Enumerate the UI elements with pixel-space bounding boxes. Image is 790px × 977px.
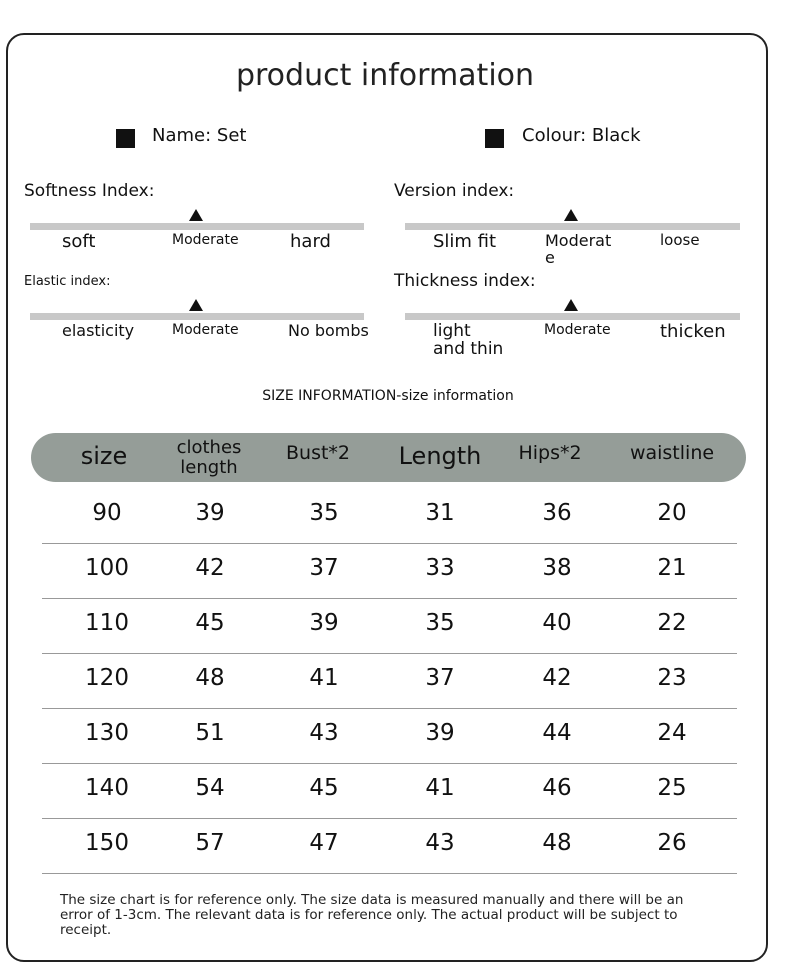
table-cell: 57 bbox=[195, 830, 225, 856]
table-cell: 54 bbox=[195, 775, 225, 801]
table-cell: 51 bbox=[195, 720, 225, 746]
table-cell: 37 bbox=[425, 665, 455, 691]
level-marker-icon bbox=[564, 299, 578, 311]
table-cell: 47 bbox=[309, 830, 339, 856]
table-cell: 130 bbox=[85, 720, 129, 746]
product-colour: Colour: Black bbox=[522, 125, 641, 146]
index-left-label: soft bbox=[62, 231, 96, 252]
level-marker-icon bbox=[189, 209, 203, 221]
table-cell: 23 bbox=[657, 665, 687, 691]
row-divider bbox=[42, 653, 737, 654]
table-cell: 39 bbox=[309, 610, 339, 636]
column-header: Bust*2 bbox=[285, 442, 351, 464]
table-cell: 42 bbox=[542, 665, 572, 691]
table-cell: 120 bbox=[85, 665, 129, 691]
table-cell: 26 bbox=[657, 830, 687, 856]
table-cell: 44 bbox=[542, 720, 572, 746]
product-name: Name: Set bbox=[152, 125, 247, 146]
table-cell: 35 bbox=[309, 500, 339, 526]
row-divider bbox=[42, 873, 737, 874]
footnote: The size chart is for reference only. Th… bbox=[60, 892, 684, 938]
index-mid-label: Moderate bbox=[172, 232, 239, 248]
table-cell: 35 bbox=[425, 610, 455, 636]
level-marker-icon bbox=[189, 299, 203, 311]
table-cell: 90 bbox=[92, 500, 122, 526]
square-bullet-icon bbox=[485, 129, 504, 148]
index-left-label: elasticity bbox=[62, 321, 135, 340]
column-header: clothes length bbox=[176, 437, 242, 478]
index-right-label: loose bbox=[660, 231, 700, 249]
table-cell: 42 bbox=[195, 555, 225, 581]
table-cell: 100 bbox=[85, 555, 129, 581]
table-cell: 140 bbox=[85, 775, 129, 801]
index-mid-label: Moderate bbox=[544, 322, 611, 338]
table-cell: 48 bbox=[542, 830, 572, 856]
row-divider bbox=[42, 543, 737, 544]
index-mid-label: Moderat e bbox=[545, 231, 612, 267]
table-cell: 41 bbox=[425, 775, 455, 801]
row-divider bbox=[42, 708, 737, 709]
table-cell: 20 bbox=[657, 500, 687, 526]
table-cell: 110 bbox=[85, 610, 129, 636]
index-mid-label: Moderate bbox=[172, 322, 239, 338]
level-marker-icon bbox=[564, 209, 578, 221]
column-header: waistline bbox=[629, 442, 715, 464]
square-bullet-icon bbox=[116, 129, 135, 148]
column-header: Hips*2 bbox=[518, 442, 582, 464]
table-header bbox=[31, 433, 746, 482]
row-divider bbox=[42, 818, 737, 819]
index-scale-bar bbox=[30, 223, 364, 230]
table-cell: 40 bbox=[542, 610, 572, 636]
table-cell: 43 bbox=[425, 830, 455, 856]
index-right-label: hard bbox=[290, 231, 331, 252]
table-cell: 46 bbox=[542, 775, 572, 801]
page-title: product information bbox=[235, 58, 535, 93]
index-scale-bar bbox=[30, 313, 364, 320]
table-cell: 150 bbox=[85, 830, 129, 856]
table-cell: 45 bbox=[195, 610, 225, 636]
table-cell: 39 bbox=[425, 720, 455, 746]
table-cell: 38 bbox=[542, 555, 572, 581]
column-header: size bbox=[80, 442, 128, 470]
table-cell: 37 bbox=[309, 555, 339, 581]
table-cell: 39 bbox=[195, 500, 225, 526]
size-info-title: SIZE INFORMATION-size information bbox=[262, 388, 514, 404]
card-frame bbox=[6, 33, 768, 962]
index-label: Version index: bbox=[394, 181, 515, 201]
column-header: Length bbox=[398, 442, 482, 470]
index-right-label: thicken bbox=[660, 321, 726, 342]
table-cell: 48 bbox=[195, 665, 225, 691]
index-label: Thickness index: bbox=[394, 271, 536, 291]
table-cell: 43 bbox=[309, 720, 339, 746]
index-left-label: Slim fit bbox=[433, 231, 497, 252]
table-cell: 33 bbox=[425, 555, 455, 581]
row-divider bbox=[42, 598, 737, 599]
index-right-label: No bombs bbox=[288, 321, 369, 340]
table-cell: 45 bbox=[309, 775, 339, 801]
table-cell: 25 bbox=[657, 775, 687, 801]
table-cell: 24 bbox=[657, 720, 687, 746]
index-label: Softness Index: bbox=[24, 181, 155, 201]
index-scale-bar bbox=[405, 313, 740, 320]
index-left-label: light and thin bbox=[433, 321, 504, 359]
table-cell: 21 bbox=[657, 555, 687, 581]
row-divider bbox=[42, 763, 737, 764]
table-cell: 41 bbox=[309, 665, 339, 691]
index-scale-bar bbox=[405, 223, 740, 230]
table-cell: 36 bbox=[542, 500, 572, 526]
table-cell: 22 bbox=[657, 610, 687, 636]
index-label: Elastic index: bbox=[24, 274, 111, 289]
table-cell: 31 bbox=[425, 500, 455, 526]
